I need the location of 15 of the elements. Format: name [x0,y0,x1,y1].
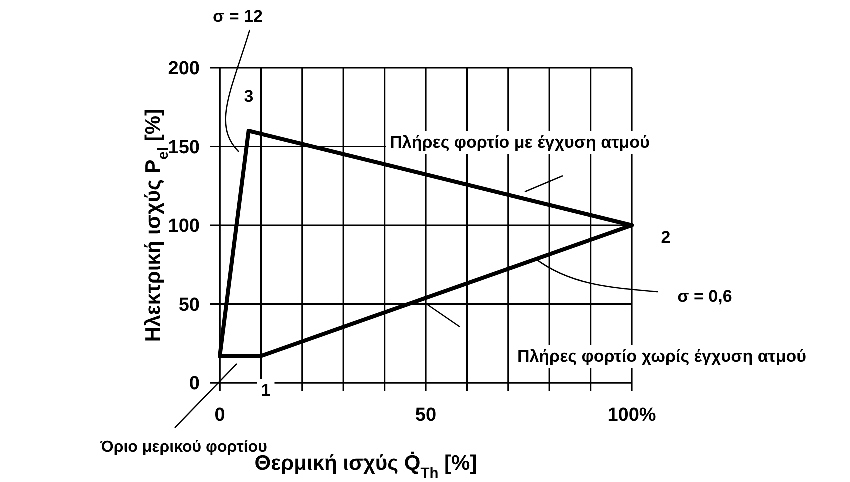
annotation: 1 [261,381,271,400]
text: σ = 12 [213,7,263,26]
annotation: 3 [244,87,254,106]
y-tick-label: 0 [189,374,200,395]
x-tick-label: 50 [415,405,437,426]
y-tick-label: 50 [178,294,200,316]
y-tick-label: 200 [168,58,200,80]
annotation: Πλήρες φορτίο με έγχυση ατμού [390,133,650,152]
y-tick-label: 100 [168,216,200,238]
x-tick-label: 100% [608,405,656,426]
text: 2 [661,228,671,247]
annotation: Πλήρες φορτίο χωρίς έγχυση ατμού [517,347,807,366]
y-tick-label: 150 [168,137,200,158]
annotation: σ = 0,6 [678,287,732,306]
x-tick-label: 0 [214,405,226,426]
